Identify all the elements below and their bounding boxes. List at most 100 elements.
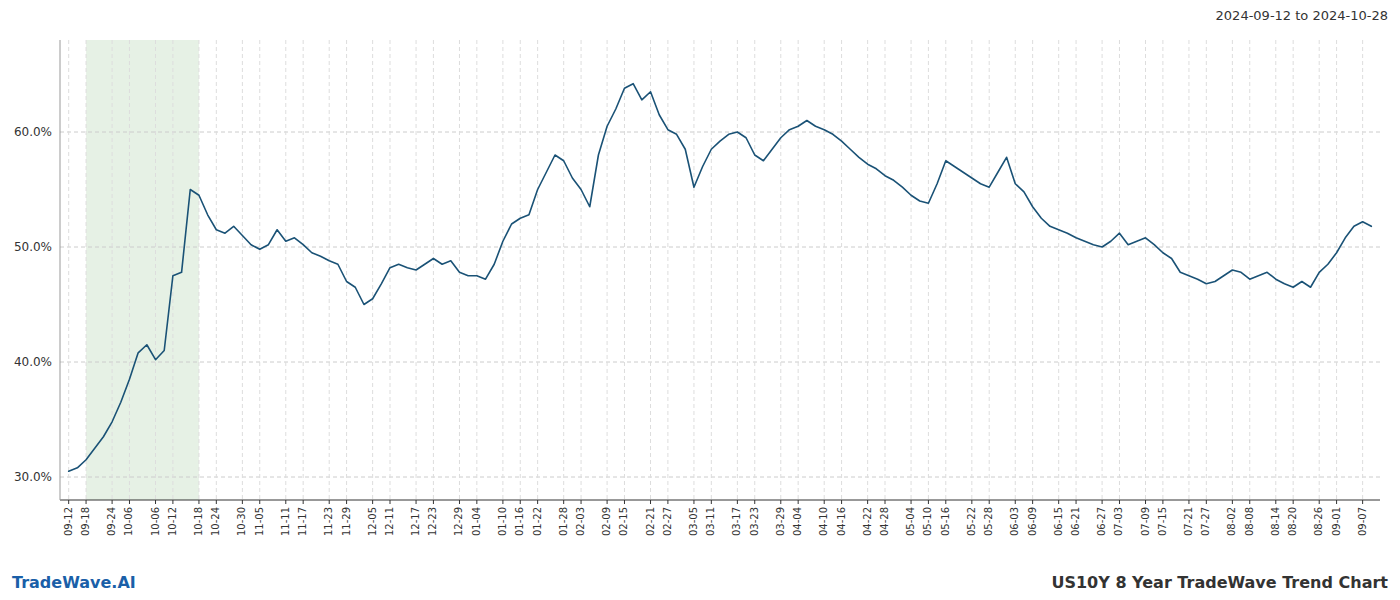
x-grid-line xyxy=(372,40,373,500)
x-tick xyxy=(798,500,799,504)
x-grid-line xyxy=(476,40,477,500)
x-grid-line xyxy=(129,40,130,500)
x-grid-line xyxy=(650,40,651,500)
x-tick-label: 01-10 xyxy=(497,507,508,536)
x-tick xyxy=(1102,500,1103,504)
x-grid-line xyxy=(1145,40,1146,500)
x-tick-label: 04-04 xyxy=(792,507,803,536)
x-tick-label: 03-11 xyxy=(705,507,716,536)
x-grid-line xyxy=(172,40,173,500)
x-tick xyxy=(693,500,694,504)
x-grid-line xyxy=(581,40,582,500)
x-tick xyxy=(1188,500,1189,504)
y-tick-label: 60.0% xyxy=(14,125,52,139)
x-tick xyxy=(1206,500,1207,504)
x-tick-label: 06-15 xyxy=(1053,507,1064,536)
x-grid-line xyxy=(1249,40,1250,500)
x-grid-line xyxy=(433,40,434,500)
x-tick-label: 08-02 xyxy=(1226,507,1237,536)
x-grid-line xyxy=(459,40,460,500)
x-grid-line xyxy=(329,40,330,500)
x-tick xyxy=(1275,500,1276,504)
x-tick xyxy=(285,500,286,504)
x-grid-line xyxy=(1032,40,1033,500)
x-tick-label: 08-26 xyxy=(1313,507,1324,536)
x-tick-label: 08-20 xyxy=(1287,507,1298,536)
x-grid-line xyxy=(1206,40,1207,500)
x-tick-label: 06-09 xyxy=(1027,507,1038,536)
x-grid-line xyxy=(563,40,564,500)
x-tick xyxy=(581,500,582,504)
x-grid-line xyxy=(502,40,503,500)
x-tick-label: 01-04 xyxy=(471,507,482,536)
grid xyxy=(60,40,1380,500)
x-grid-line xyxy=(667,40,668,500)
x-tick-label: 12-17 xyxy=(410,507,421,536)
x-tick-label: 09-24 xyxy=(106,507,117,536)
x-tick xyxy=(68,500,69,504)
x-axis-line xyxy=(60,500,1380,501)
x-tick-label: 06-27 xyxy=(1096,507,1107,536)
x-tick-label: 06-21 xyxy=(1070,507,1081,536)
y-grid-line xyxy=(60,132,1380,133)
x-tick-label: 07-21 xyxy=(1183,507,1194,536)
x-tick-label: 12-11 xyxy=(384,507,395,536)
x-grid-line xyxy=(1162,40,1163,500)
x-tick xyxy=(155,500,156,504)
x-tick xyxy=(1058,500,1059,504)
x-grid-line xyxy=(693,40,694,500)
x-tick-label: 10-12 xyxy=(167,507,178,536)
x-tick xyxy=(476,500,477,504)
x-tick xyxy=(372,500,373,504)
x-tick xyxy=(1015,500,1016,504)
line xyxy=(69,84,1372,472)
x-tick xyxy=(563,500,564,504)
x-tick-label: 08-08 xyxy=(1244,507,1255,536)
x-tick-label: 07-03 xyxy=(1113,507,1124,536)
x-grid-line xyxy=(259,40,260,500)
x-grid-line xyxy=(911,40,912,500)
x-grid-line xyxy=(1336,40,1337,500)
x-grid-line xyxy=(303,40,304,500)
x-grid-line xyxy=(1275,40,1276,500)
x-tick xyxy=(1293,500,1294,504)
x-tick xyxy=(459,500,460,504)
y-axis-line xyxy=(60,40,61,500)
x-tick-label: 02-21 xyxy=(645,507,656,536)
x-grid-line xyxy=(1015,40,1016,500)
x-tick xyxy=(1232,500,1233,504)
x-tick xyxy=(945,500,946,504)
x-tick-label: 05-22 xyxy=(966,507,977,536)
x-tick-label: 07-09 xyxy=(1140,507,1151,536)
x-tick xyxy=(216,500,217,504)
x-grid-line xyxy=(780,40,781,500)
x-tick-label: 07-15 xyxy=(1157,507,1168,536)
x-grid-line xyxy=(346,40,347,500)
x-grid-line xyxy=(754,40,755,500)
x-grid-line xyxy=(1319,40,1320,500)
x-grid-line xyxy=(537,40,538,500)
x-tick-label: 10-06 xyxy=(123,507,134,536)
x-tick xyxy=(433,500,434,504)
x-grid-line xyxy=(711,40,712,500)
x-tick xyxy=(737,500,738,504)
x-tick xyxy=(607,500,608,504)
x-tick xyxy=(667,500,668,504)
x-tick xyxy=(754,500,755,504)
x-grid-line xyxy=(86,40,87,500)
x-tick-label: 11-29 xyxy=(341,507,352,536)
x-tick xyxy=(112,500,113,504)
x-grid-line xyxy=(1058,40,1059,500)
chart: 30.0%40.0%50.0%60.0%09-1209-1809-2410-06… xyxy=(0,0,1400,600)
y-grid-line xyxy=(60,477,1380,478)
x-grid-line xyxy=(945,40,946,500)
x-tick-label: 11-11 xyxy=(280,507,291,536)
x-tick xyxy=(989,500,990,504)
x-tick-label: 02-15 xyxy=(618,507,629,536)
x-grid-line xyxy=(520,40,521,500)
x-tick-label: 09-18 xyxy=(80,507,91,536)
x-grid-line xyxy=(216,40,217,500)
x-tick xyxy=(711,500,712,504)
x-tick-label: 06-03 xyxy=(1009,507,1020,536)
x-grid-line xyxy=(242,40,243,500)
